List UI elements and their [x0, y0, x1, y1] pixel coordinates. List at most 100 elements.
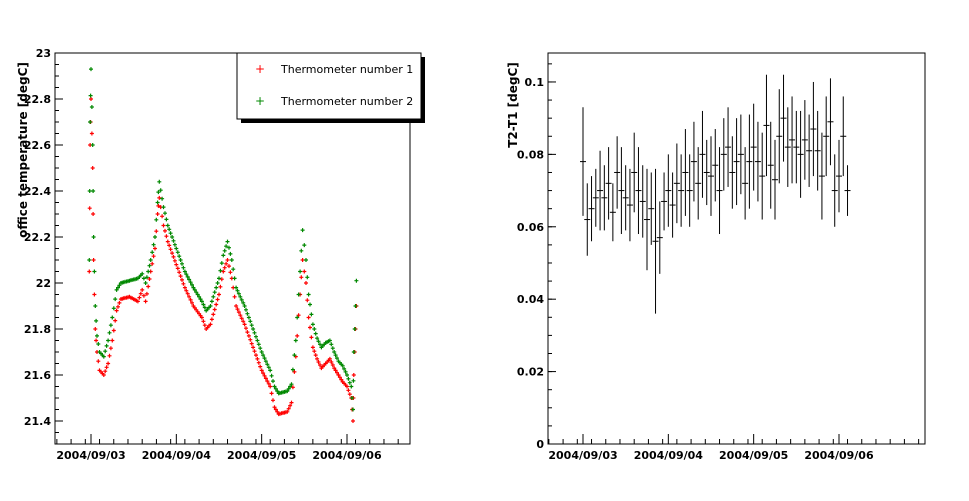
difference-errorbar	[835, 139, 842, 213]
temperature-point	[157, 179, 162, 184]
temperature-point	[222, 265, 227, 270]
temperature-point	[246, 333, 251, 338]
difference-errorbar	[592, 168, 599, 227]
difference-errorbar	[776, 89, 783, 184]
left-x-tick-label: 2004/09/06	[312, 449, 382, 462]
temperature-point	[160, 214, 165, 219]
temperature-point	[310, 322, 315, 327]
temperature-point	[340, 363, 345, 368]
temperature-point	[217, 276, 221, 281]
temperature-point	[343, 369, 348, 374]
temperature-point	[211, 294, 216, 299]
legend-marker-series-2: +	[255, 94, 265, 108]
difference-errorbar	[605, 147, 612, 220]
temperature-point	[271, 398, 275, 403]
temperature-point	[224, 261, 229, 266]
temperature-point	[318, 363, 322, 367]
temperature-point	[108, 346, 113, 351]
temperature-point	[208, 304, 213, 308]
temperature-point	[181, 281, 186, 286]
temperature-point	[306, 292, 311, 297]
temperature-point	[236, 291, 241, 296]
temperature-point	[254, 334, 258, 339]
difference-errorbar	[643, 168, 650, 271]
temperature-point	[244, 307, 248, 312]
difference-errorbar	[840, 96, 847, 177]
temperature-point	[262, 373, 267, 378]
temperature-point	[273, 407, 278, 412]
temperature-point	[245, 311, 250, 316]
temperature-point	[265, 379, 270, 384]
temperature-point	[256, 342, 261, 347]
difference-errorbar	[742, 147, 749, 220]
temperature-point	[292, 369, 297, 374]
temperature-point	[144, 291, 149, 296]
temperature-point	[101, 354, 106, 359]
difference-errorbar	[639, 165, 646, 238]
temperature-point	[228, 270, 233, 275]
temperature-point	[310, 345, 315, 350]
temperature-point	[164, 234, 169, 239]
temperature-point	[232, 294, 237, 299]
temperature-point	[171, 254, 176, 259]
temperature-point	[227, 264, 231, 269]
temperature-point	[151, 242, 156, 247]
left-series-group	[87, 67, 359, 423]
temperature-point	[108, 323, 113, 328]
temperature-point	[93, 327, 98, 331]
temperature-point	[141, 276, 146, 281]
difference-errorbar	[823, 96, 830, 177]
difference-errorbar	[797, 110, 804, 198]
temperature-point	[91, 235, 96, 239]
legend-label-series-2: Thermometer number 2	[280, 95, 413, 108]
temperature-point	[202, 305, 207, 310]
temperature-point	[305, 275, 310, 280]
temperature-point	[221, 269, 226, 274]
difference-errorbar	[626, 168, 633, 242]
temperature-point	[266, 381, 271, 386]
temperature-point	[172, 242, 177, 247]
temperature-point	[104, 365, 109, 370]
temperature-point	[312, 349, 317, 354]
temperature-point	[219, 261, 224, 266]
left-y-tick-label: 22.8	[24, 93, 51, 106]
temperature-point	[285, 389, 290, 394]
temperature-point	[241, 300, 246, 305]
temperature-point	[91, 212, 96, 216]
temperature-point	[147, 277, 152, 281]
difference-errorbar	[673, 143, 680, 224]
temperature-point	[349, 384, 354, 389]
temperature-point	[90, 166, 95, 170]
temperature-point	[114, 287, 119, 292]
temperature-point	[327, 356, 332, 361]
temperature-point	[89, 105, 94, 109]
temperature-point	[234, 304, 239, 308]
left-x-axis: 2004/09/03 2004/09/04 2004/09/05 2004/09/06	[56, 434, 399, 462]
temperature-point	[154, 229, 159, 234]
temperature-point	[289, 400, 294, 405]
difference-errorbar	[584, 183, 591, 256]
temperature-point	[177, 270, 182, 275]
temperature-point	[107, 353, 112, 358]
temperature-point	[106, 338, 111, 343]
temperature-point	[236, 310, 241, 315]
difference-errorbar	[597, 150, 604, 231]
temperature-point	[147, 263, 152, 268]
temperature-point	[155, 200, 160, 205]
right-plot-frame	[547, 52, 926, 445]
temperature-point	[175, 250, 180, 255]
right-y-axis: 0 0.02 0.04 0.06 0.08 0.1	[517, 63, 556, 451]
difference-errorbar	[750, 103, 757, 191]
temperature-point	[329, 342, 334, 347]
temperature-point	[313, 331, 318, 336]
temperature-point	[167, 227, 172, 232]
temperature-point	[182, 285, 187, 290]
right-y-tick-label: 0.04	[517, 293, 544, 306]
temperature-point	[165, 223, 170, 228]
temperature-point	[157, 195, 162, 200]
temperature-point	[254, 353, 258, 358]
temperature-point	[300, 228, 305, 233]
difference-errorbar	[712, 129, 719, 202]
temperature-point	[163, 228, 167, 233]
temperature-point	[263, 376, 268, 381]
